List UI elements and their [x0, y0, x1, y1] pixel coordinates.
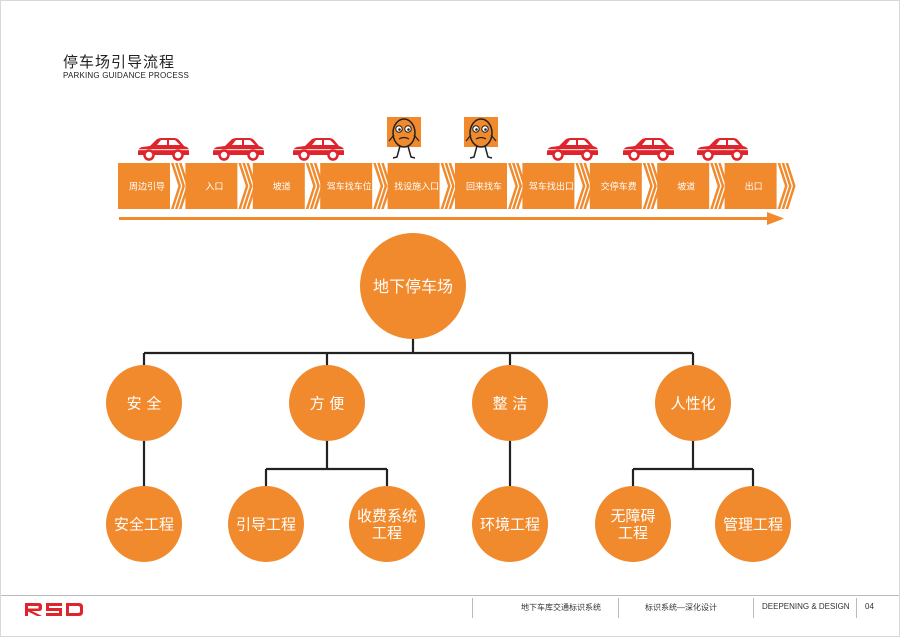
- branch-node-label: 安 全: [127, 394, 162, 412]
- car-icon: [136, 136, 191, 161]
- car-icon: [211, 136, 266, 161]
- footer-separator: [856, 598, 857, 618]
- flow-step: 入口: [185, 163, 257, 209]
- parking-diagram: 周边引导 入口 坡道 驾车找车位 找设施入口 回来找车 驾车找出口 交停车费 坡道 出口 地下停车…: [106, 116, 796, 562]
- flow-step-label: 坡道: [677, 181, 695, 193]
- flow-step-label: 周边引导: [129, 182, 165, 193]
- leaf-node-label: 工程: [618, 524, 648, 542]
- person-icon: [463, 116, 499, 159]
- leaf-node-label: 无障碍: [610, 507, 655, 525]
- page-subtitle: PARKING GUIDANCE PROCESS: [63, 71, 190, 80]
- leaf-node-label: 工程: [372, 524, 402, 542]
- branch-node: 方 便: [289, 365, 365, 441]
- leaf-node-label: 环境工程: [480, 515, 540, 533]
- flow-step-label: 坡道: [273, 181, 291, 193]
- root-node-label: 地下停车场: [373, 277, 453, 296]
- flow-step-label: 找设施入口: [394, 181, 439, 193]
- person-icon: [386, 116, 422, 159]
- root-node: 地下停车场: [360, 233, 466, 339]
- leaf-node-label: 引导工程: [236, 515, 296, 533]
- flow-step-label: 驾车找车位: [327, 181, 372, 193]
- flow-step: 坡道: [657, 163, 729, 209]
- flow-step: 回来找车: [455, 163, 526, 209]
- flow-step: 周边引导: [118, 163, 189, 209]
- car-icon: [621, 136, 676, 161]
- leaf-node: 管理工程: [715, 486, 791, 562]
- footer-page-number: 04: [865, 602, 874, 611]
- branch-node-label: 人性化: [670, 394, 715, 412]
- flow-step: 交停车费: [589, 163, 661, 209]
- page-title: 停车场引导流程: [63, 53, 176, 71]
- car-icon: [291, 136, 346, 161]
- flow-step-label: 驾车找出口: [529, 181, 574, 193]
- leaf-node: 引导工程: [228, 486, 304, 562]
- flow-step-label: 回来找车: [466, 181, 502, 193]
- footer-stage: DEEPENING & DESIGN: [762, 602, 850, 611]
- footer-project: 地下车库交通标识系统: [521, 603, 601, 612]
- footer-separator: [472, 598, 473, 618]
- flow-step: 驾车找出口: [522, 163, 594, 209]
- leaf-node-label: 管理工程: [723, 515, 783, 533]
- flow-steps: 周边引导 入口 坡道 驾车找车位 找设施入口 回来找车 驾车找出口 交停车费 坡道 出口: [118, 163, 796, 209]
- flow-step: 出口: [724, 163, 796, 209]
- footer-section: 标识系统—深化设计: [645, 603, 717, 612]
- footer-separator: [618, 598, 619, 618]
- car-icon: [545, 136, 600, 161]
- leaf-node-label: 安全工程: [114, 515, 174, 533]
- leaf-node: 安全工程: [106, 486, 182, 562]
- flow-step: 驾车找车位: [320, 163, 392, 209]
- footer-separator: [753, 598, 754, 618]
- flow-step-label: 交停车费: [601, 181, 637, 193]
- tree-connectors: [142, 337, 755, 488]
- branch-node: 安 全: [106, 365, 182, 441]
- flow-arrow: [119, 212, 784, 225]
- branch-node-label: 整 洁: [493, 394, 528, 412]
- car-icon: [695, 136, 750, 161]
- branch-node-label: 方 便: [310, 394, 345, 412]
- branch-node: 人性化: [655, 365, 731, 441]
- flow-step-label: 入口: [205, 182, 223, 193]
- leaf-node-label: 收费系统: [357, 507, 417, 525]
- flow-step: 坡道: [252, 163, 324, 209]
- flow-step: 找设施入口: [387, 163, 459, 209]
- footer-divider: [1, 595, 899, 596]
- branch-node: 整 洁: [472, 365, 548, 441]
- leaf-node: 环境工程: [472, 486, 548, 562]
- rsd-logo: [25, 603, 83, 616]
- flow-figures: [136, 116, 750, 161]
- flow-step-label: 出口: [745, 181, 763, 193]
